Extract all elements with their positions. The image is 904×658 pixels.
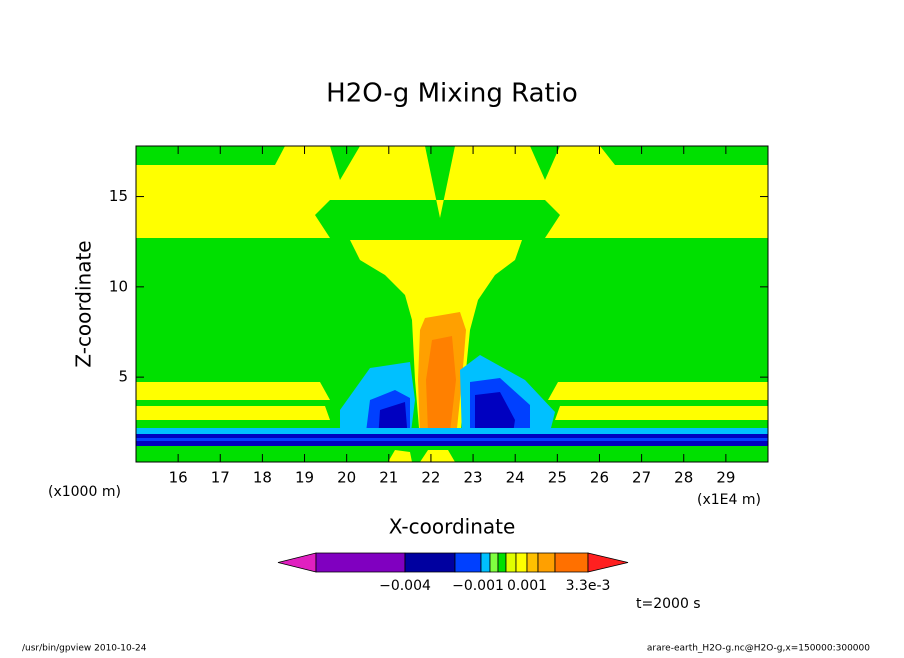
yellow-region	[388, 450, 455, 462]
blue-band	[136, 438, 768, 441]
colorbar-segment	[480, 552, 491, 573]
dark-orange-region	[426, 336, 456, 432]
colorbar-segment	[497, 552, 507, 573]
colorbar-label: 3.3e-3	[566, 578, 611, 594]
x-tick-label: 29	[716, 469, 735, 487]
footer-left: /usr/bin/gpview 2010-10-24	[22, 644, 147, 654]
colorbar-segment	[515, 552, 528, 573]
chart-title: H2O-g Mixing Ratio	[326, 79, 578, 109]
x-tick-label: 25	[548, 469, 567, 487]
x-tick-label: 27	[632, 469, 651, 487]
colorbar-segment	[315, 552, 406, 573]
cyan-band	[136, 428, 768, 434]
x-tick-label: 21	[379, 469, 398, 487]
colorbar-label: −0.001	[452, 578, 504, 594]
colorbar-segment	[454, 552, 482, 573]
yellow-band	[136, 382, 768, 420]
y-tick-label: 5	[118, 368, 128, 386]
colorbar-segment	[587, 552, 629, 573]
x-tick-label: 20	[337, 469, 356, 487]
y-unit: (x1000 m)	[48, 484, 121, 500]
colorbar-segment	[489, 552, 499, 573]
x-axis-label: X-coordinate	[389, 515, 516, 539]
x-tick-label: 19	[295, 469, 314, 487]
colorbar-label: 0.001	[507, 578, 547, 594]
y-tick-label: 10	[109, 277, 128, 295]
x-tick-label: 28	[674, 469, 693, 487]
x-tick-label: 23	[464, 469, 483, 487]
x-unit: (x1E4 m)	[697, 492, 761, 508]
colorbar-label: −0.004	[379, 578, 431, 594]
x-tick-label: 22	[421, 469, 440, 487]
x-tick-label: 24	[506, 469, 525, 487]
colorbar-segment	[554, 552, 589, 573]
annotation: t=2000 s	[636, 596, 701, 612]
x-tick-label: 26	[590, 469, 609, 487]
y-axis-label: Z-coordinate	[72, 240, 96, 367]
colorbar-segment	[404, 552, 456, 573]
colorbar-segment	[505, 552, 517, 573]
contour-field	[135, 145, 769, 463]
x-tick-label: 18	[253, 469, 272, 487]
plot-frame	[135, 145, 769, 463]
x-tick-label: 16	[169, 469, 188, 487]
x-tick-label: 17	[211, 469, 230, 487]
y-tick-label: 15	[109, 187, 128, 205]
colorbar-segment	[537, 552, 556, 573]
colorbar-segment	[526, 552, 539, 573]
yellow-region	[136, 146, 768, 238]
footer-right: arare-earth_H2O-g.nc@H2O-g,x=150000:3000…	[647, 644, 870, 654]
